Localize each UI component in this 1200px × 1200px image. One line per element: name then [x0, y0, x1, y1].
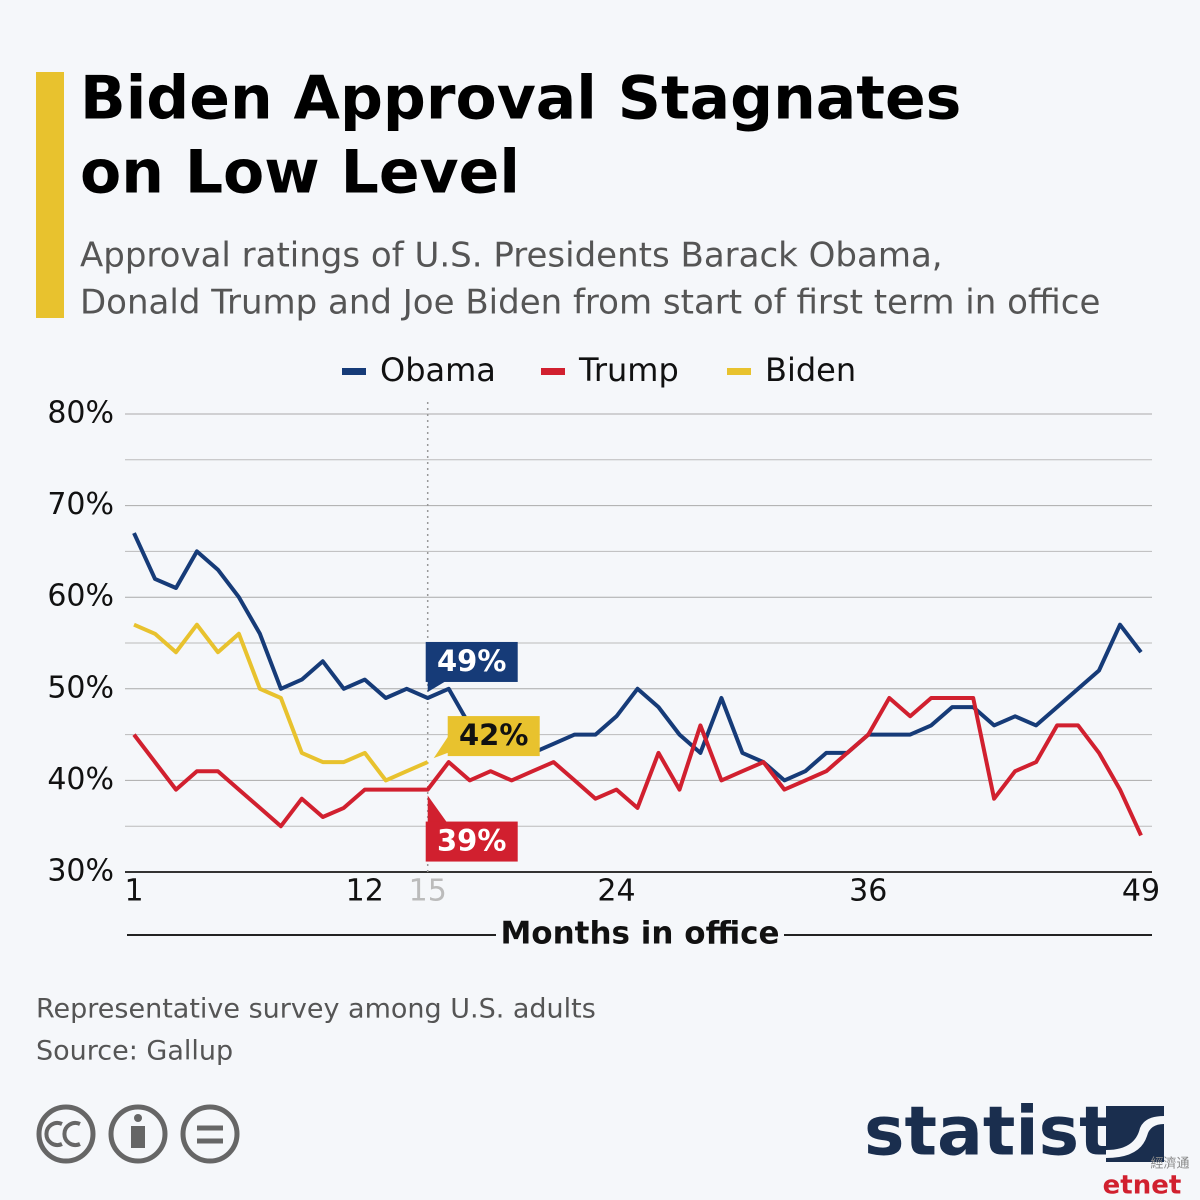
x-tick-label: 24 — [597, 874, 635, 909]
callout-box — [447, 716, 540, 757]
value-label: 39% — [437, 824, 506, 858]
legend-label: Trump — [578, 351, 679, 389]
legend-swatch — [342, 368, 366, 375]
y-tick-label: 30% — [47, 854, 114, 889]
subtitle: Donald Trump and Joe Biden from start of… — [80, 283, 1100, 323]
value-label: 42% — [459, 718, 528, 752]
legend-label: Biden — [765, 351, 856, 389]
accent-bar — [36, 72, 64, 318]
callout-pointer — [433, 734, 450, 759]
y-tick-label: 80% — [47, 396, 114, 431]
callout-pointer — [427, 795, 448, 824]
note: Representative survey among U.S. adults — [36, 994, 596, 1025]
y-tick-label: 60% — [47, 579, 114, 614]
x-tick-label: 36 — [849, 874, 887, 909]
x-tick-label: 49 — [1122, 874, 1160, 909]
legend-swatch — [541, 368, 565, 375]
source: Source: Gallup — [36, 1036, 233, 1067]
callout-pointer — [427, 679, 448, 692]
x-tick-label: 12 — [346, 874, 384, 909]
license-icons — [36, 1104, 240, 1164]
y-tick-label: 50% — [47, 670, 114, 705]
series-line — [133, 622, 429, 783]
watermark: 經濟通 — [1150, 1156, 1189, 1172]
subtitle: Approval ratings of U.S. Presidents Bara… — [80, 236, 943, 276]
brand-logo — [1106, 1106, 1164, 1162]
legend-label: Obama — [380, 351, 496, 389]
y-tick-label: 40% — [47, 762, 114, 797]
chart-title: Biden Approval Stagnates — [80, 64, 961, 134]
watermark: etnet — [1103, 1171, 1182, 1200]
chart-title: on Low Level — [80, 138, 520, 208]
value-label: 49% — [437, 644, 506, 678]
callout-box — [425, 641, 518, 682]
series-line — [132, 696, 1143, 837]
y-tick-label: 70% — [47, 487, 114, 522]
x-tick-label: 1 — [124, 874, 143, 909]
callout-box — [425, 821, 518, 862]
reference-label: 15 — [409, 874, 447, 909]
x-axis-label: Months in office — [500, 916, 779, 952]
legend-swatch — [727, 368, 751, 375]
